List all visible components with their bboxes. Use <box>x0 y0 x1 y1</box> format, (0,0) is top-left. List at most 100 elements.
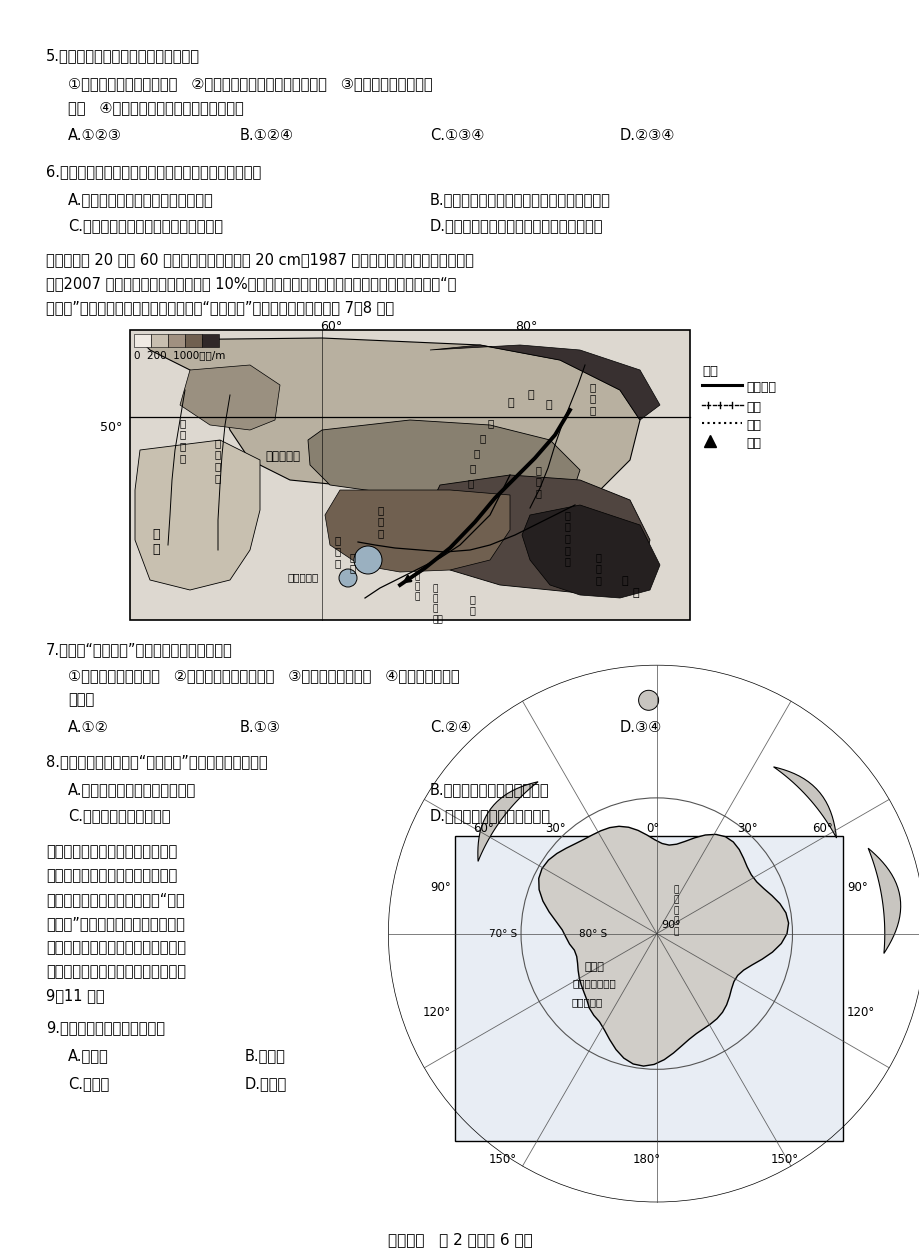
Text: 水库: 水库 <box>745 437 760 450</box>
Text: 90°: 90° <box>660 920 680 930</box>
Text: 罗斯海: 罗斯海 <box>584 961 604 971</box>
Text: 150°: 150° <box>770 1153 799 1166</box>
Text: D.西北方: D.西北方 <box>244 1076 287 1091</box>
Text: 斯: 斯 <box>528 391 534 399</box>
Text: 0  200  1000海拔/m: 0 200 1000海拔/m <box>134 350 225 360</box>
Text: D.③④: D.③④ <box>619 719 662 735</box>
Text: 考站。读新站选址位置示意图，完成: 考站。读新站选址位置示意图，完成 <box>46 964 186 979</box>
Text: 河: 河 <box>468 478 473 488</box>
Text: D.沿途经过的国家多，收益分散，收入较少: D.沿途经过的国家多，收益分散，收入较少 <box>429 218 603 233</box>
Text: 新: 新 <box>507 398 514 408</box>
Text: 6.与苏伊士运河相比，巴拿马运河收入低的原因主要是: 6.与苏伊士运河相比，巴拿马运河收入低的原因主要是 <box>46 164 261 179</box>
Text: 兹
别
克
斯坦: 兹 别 克 斯坦 <box>433 583 443 624</box>
Text: 额: 额 <box>487 418 494 428</box>
Text: 水南调”是比较可行的方案。下图为咏海“北水南调”输水线路图。据此完成 7～8 题。: 水南调”是比较可行的方案。下图为咏海“北水南调”输水线路图。据此完成 7～8 题… <box>46 300 393 315</box>
Text: 难度大: 难度大 <box>68 692 94 707</box>
Polygon shape <box>477 781 538 862</box>
Text: 实验室”。位于罗斯海区域沿岸的中: 实验室”。位于罗斯海区域沿岸的中 <box>46 916 185 931</box>
Text: 罗斯海被誉为研究地球系统中: 罗斯海被誉为研究地球系统中 <box>46 844 177 859</box>
Text: 山: 山 <box>632 588 639 598</box>
Text: 90°: 90° <box>846 881 867 895</box>
Text: 能量交换、物质交换和圈层相互作: 能量交换、物质交换和圈层相互作 <box>46 868 177 883</box>
Text: 新
疆: 新 疆 <box>470 593 475 616</box>
Bar <box>202 334 219 347</box>
Text: 8.除补给咏海水量外，“北水南调”工程带来的影响还有: 8.除补给咏海水量外，“北水南调”工程带来的影响还有 <box>46 753 267 769</box>
Text: 用，以及理解全球气候变化的“天然: 用，以及理解全球气候变化的“天然 <box>46 892 185 907</box>
Text: 30°: 30° <box>544 822 564 835</box>
Text: 恩克斯堡岛: 恩克斯堡岛 <box>571 997 602 1007</box>
Text: 域，2007 年水域面积已萎缩至原来的 10%，对此，相关人员提出了多项拯救举措设想，其中“北: 域，2007 年水域面积已萎缩至原来的 10%，对此，相关人员提出了多项拯救举措… <box>46 276 456 291</box>
Polygon shape <box>308 420 579 505</box>
Polygon shape <box>521 505 659 598</box>
Text: 天: 天 <box>621 576 628 586</box>
Text: 0°: 0° <box>646 822 659 835</box>
Text: 输水方案: 输水方案 <box>745 381 775 394</box>
Text: 60°: 60° <box>472 822 494 835</box>
Circle shape <box>354 546 381 575</box>
Text: 阿
姆
河: 阿 姆 河 <box>335 536 341 568</box>
Polygon shape <box>324 490 509 572</box>
Text: 7.若实施“北水南调”工程，面临的主要困难有: 7.若实施“北水南调”工程，面临的主要困难有 <box>46 643 233 656</box>
Text: 哈萨克斯坦: 哈萨克斯坦 <box>265 450 300 462</box>
Circle shape <box>638 690 658 711</box>
Text: A.运河水量小，流速快，通航条件差: A.运河水量小，流速快，通航条件差 <box>68 192 213 207</box>
Text: A.①②③: A.①②③ <box>68 129 121 142</box>
Text: 国罗斯海新站，是中国第五个南极科: 国罗斯海新站，是中国第五个南极科 <box>46 940 186 955</box>
Text: 咯
什
湖: 咯 什 湖 <box>536 465 541 498</box>
Text: A.①②: A.①② <box>68 719 108 735</box>
Bar <box>151 334 168 347</box>
Polygon shape <box>539 827 788 1066</box>
Text: C.②④: C.②④ <box>429 719 471 735</box>
Polygon shape <box>180 365 279 430</box>
Text: B.西西伯利亚生物多样性增加: B.西西伯利亚生物多样性增加 <box>429 782 549 798</box>
Text: 阿
拉
湖: 阿 拉 湖 <box>414 572 420 602</box>
Text: 乌
拉
尔
河: 乌 拉 尔 河 <box>215 438 221 483</box>
Polygon shape <box>427 475 650 595</box>
Text: 30°: 30° <box>736 822 756 835</box>
Text: 9.中国罗斯海新站位于北京的: 9.中国罗斯海新站位于北京的 <box>46 1021 165 1034</box>
Text: 咏
海: 咏 海 <box>349 552 356 573</box>
Text: 120°: 120° <box>423 1005 450 1019</box>
Text: 中国新站选址区: 中国新站选址区 <box>572 978 616 988</box>
Text: 沙漠: 沙漠 <box>745 420 760 432</box>
Bar <box>130 330 689 620</box>
Text: 国界: 国界 <box>745 401 760 415</box>
Text: 咏海自 20 世纪 60 年代开始水位每年降低 20 cm，1987 年分成了南咏海和北咏海两片水: 咏海自 20 世纪 60 年代开始水位每年降低 20 cm，1987 年分成了南… <box>46 252 473 267</box>
Text: 70° S: 70° S <box>488 929 516 939</box>
Text: 180°: 180° <box>632 1153 661 1166</box>
Text: 尔: 尔 <box>480 433 486 444</box>
Text: C.沿线地区粮食产量提高: C.沿线地区粮食产量提高 <box>68 808 170 823</box>
Polygon shape <box>773 767 835 838</box>
Text: 齐: 齐 <box>473 449 480 457</box>
Bar <box>455 835 842 1142</box>
Bar <box>134 334 151 347</box>
Text: C.西南方: C.西南方 <box>68 1076 109 1091</box>
Polygon shape <box>429 345 659 420</box>
Bar <box>185 334 202 347</box>
Text: 80°: 80° <box>515 320 537 333</box>
Text: 60°: 60° <box>811 822 833 835</box>
Text: C.借助船闸通航，收费高，航运能力差: C.借助船闸通航，收费高，航运能力差 <box>68 218 222 233</box>
Text: 海: 海 <box>152 543 159 556</box>
Text: 里: 里 <box>152 528 159 541</box>
Text: B.①③: B.①③ <box>240 719 280 735</box>
Text: 90°: 90° <box>430 881 450 895</box>
Text: 中
山
极
地
站: 中 山 极 地 站 <box>673 886 678 936</box>
Text: 150°: 150° <box>488 1153 516 1166</box>
Text: 5.巴拿马运河选址在中美地峡，是由于: 5.巴拿马运河选址在中美地峡，是由于 <box>46 48 199 63</box>
Text: B.过往船只主要来自美洲国家，数量相对较少: B.过往船只主要来自美洲国家，数量相对较少 <box>429 192 610 207</box>
Text: ①地形崎岋，施工困难   ②穿过板块边界，多地震   ③投资巨大，工期长   ④跨国工程，协调: ①地形崎岋，施工困难 ②穿过板块边界，多地震 ③投资巨大，工期长 ④跨国工程，协… <box>68 668 460 683</box>
Text: D.中亚地区年降水量急剧减少: D.中亚地区年降水量急剧减少 <box>429 808 550 823</box>
Text: A.东南方: A.东南方 <box>68 1048 108 1063</box>
Text: 河: 河 <box>545 399 552 410</box>
Polygon shape <box>140 338 640 505</box>
Circle shape <box>338 570 357 587</box>
Text: C.①③④: C.①③④ <box>429 129 483 142</box>
Text: B.东北方: B.东北方 <box>244 1048 286 1063</box>
Text: ①位于中美洲陆地最狭窄处   ②西北河段利用了较多的天然湖泊   ③沿线地势低平，工程: ①位于中美洲陆地最狭窄处 ②西北河段利用了较多的天然湖泊 ③沿线地势低平，工程 <box>68 76 432 91</box>
Text: 60°: 60° <box>320 320 342 333</box>
Text: 80° S: 80° S <box>579 929 607 939</box>
Text: 量小   ④附近海岸线曲折，两侧多优良大港: 量小 ④附近海岸线曲折，两侧多优良大港 <box>68 100 244 115</box>
Text: 锡
尔
河: 锡 尔 河 <box>378 505 384 538</box>
Text: 50°: 50° <box>100 421 122 433</box>
